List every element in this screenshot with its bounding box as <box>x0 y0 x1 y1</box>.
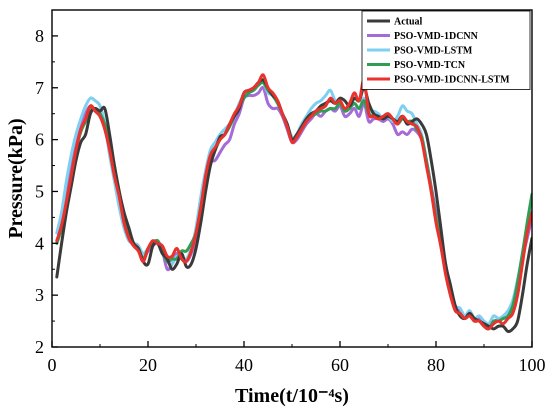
x-tick-label: 40 <box>235 355 253 375</box>
y-tick-label: 6 <box>35 130 44 150</box>
y-axis-title: Pressure(kPa) <box>5 118 27 238</box>
series-line-pso-vmd-lstm <box>55 80 532 326</box>
legend-label: PSO-VMD-1DCNN-LSTM <box>394 75 510 86</box>
y-tick-label: 4 <box>35 233 44 253</box>
y-tick-label: 3 <box>35 285 44 305</box>
y-tick-label: 8 <box>35 26 44 46</box>
x-axis-title: Time(t/10⁻⁴s) <box>235 385 349 407</box>
series-line-actual <box>55 78 532 334</box>
legend-label: PSO-VMD-LSTM <box>394 46 473 57</box>
x-tick-label: 20 <box>139 355 157 375</box>
x-tick-label: 100 <box>519 355 546 375</box>
series-line-pso-vmd-tcn <box>55 80 532 331</box>
x-tick-label: 80 <box>427 355 445 375</box>
y-tick-label: 7 <box>35 78 44 98</box>
series-line-pso-vmd-1dcnn <box>55 85 532 328</box>
series-line-pso-vmd-1dcnn-lstm <box>55 73 532 331</box>
legend-label: PSO-VMD-1DCNN <box>394 31 479 42</box>
x-tick-label: 0 <box>48 355 57 375</box>
x-tick-label: 60 <box>331 355 349 375</box>
y-tick-label: 2 <box>35 337 44 357</box>
legend-label: PSO-VMD-TCN <box>394 60 466 71</box>
series-group <box>55 73 532 334</box>
legend: Actual PSO-VMD-1DCNN PSO-VMD-LSTM PSO-VMD-T… <box>361 10 531 90</box>
y-tick-label: 5 <box>35 181 44 201</box>
legend-label: Actual <box>394 17 423 28</box>
